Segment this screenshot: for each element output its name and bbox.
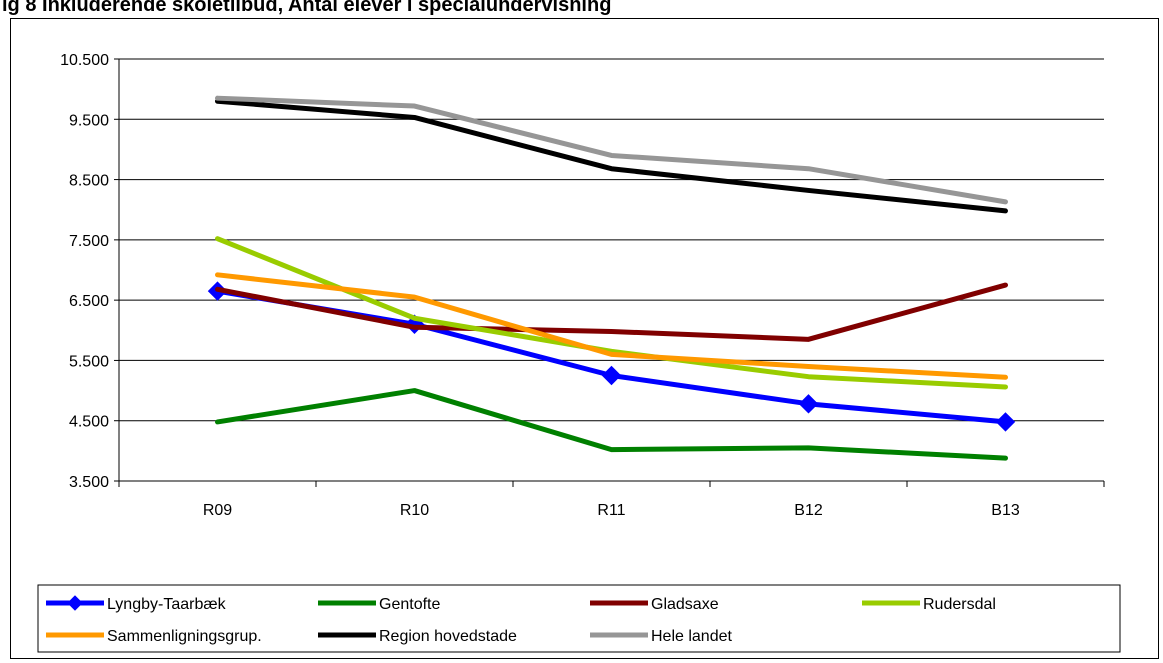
legend-item: Gladsaxe	[590, 596, 719, 613]
y-tick-label: 3.500	[69, 474, 109, 491]
legend-item: Rudersdal	[862, 596, 996, 613]
y-tick-label: 6.500	[69, 293, 109, 310]
line-chart: 3.500 4.500 5.500 6.500 7.500 8.500 9.500 10.50…	[37, 52, 1121, 653]
series-5	[215, 272, 1008, 380]
series-line	[215, 272, 1008, 380]
legend-label: Gladsaxe	[651, 596, 719, 613]
legend-label: Rudersdal	[923, 596, 996, 613]
axes: 3.500 4.500 5.500 6.500 7.500 8.500 9.500 10.50…	[60, 52, 1105, 519]
x-tick-label: R11	[597, 502, 625, 519]
data-point-marker	[798, 394, 819, 414]
legend: Lyngby-Taarbæk Gentofte Gladsaxe Rudersdal S…	[37, 584, 1121, 653]
x-tick-label: B13	[991, 502, 1020, 519]
data-point-marker	[995, 412, 1016, 432]
legend-label: Sammenligningsgrup.	[107, 628, 262, 645]
chart-title-bar: ig 8 Inkluderende skoletilbud, Antal ele…	[0, 0, 1163, 16]
series-3	[215, 282, 1008, 342]
legend-box	[37, 584, 1121, 653]
y-tick-label: 4.500	[69, 414, 109, 431]
series-6	[215, 98, 1008, 214]
y-tick-label: 8.500	[69, 173, 109, 190]
series-line	[215, 388, 1008, 461]
legend-label: Gentofte	[379, 596, 440, 613]
x-tick-label: B12	[794, 502, 823, 519]
series-line	[215, 282, 1008, 342]
series-2	[215, 388, 1008, 461]
legend-item: Sammenligningsgrup.	[46, 628, 262, 645]
legend-label: Region hovedstade	[379, 628, 517, 645]
series-lines	[207, 95, 1016, 461]
chart-title: ig 8 Inkluderende skoletilbud, Antal ele…	[2, 0, 612, 16]
series-line	[215, 98, 1008, 214]
x-tick-label: R10	[400, 502, 429, 519]
data-point-marker	[601, 365, 622, 386]
legend-item: Gentofte	[318, 596, 440, 613]
y-tick-label: 10.500	[60, 52, 109, 69]
legend-marker	[67, 595, 83, 611]
legend-label: Hele landet	[651, 628, 733, 645]
y-tick-label: 5.500	[69, 353, 109, 370]
series-line	[215, 95, 1008, 205]
chart-frame: 3.500 4.500 5.500 6.500 7.500 8.500 9.500 10.50…	[10, 18, 1159, 659]
legend-item: Region hovedstade	[318, 628, 517, 645]
y-tick-label: 9.500	[69, 112, 109, 129]
legend-item: Hele landet	[590, 628, 733, 645]
series-7	[215, 95, 1008, 205]
y-tick-label: 7.500	[69, 233, 109, 250]
legend-label: Lyngby-Taarbæk	[107, 596, 227, 613]
legend-item: Lyngby-Taarbæk	[46, 595, 227, 613]
x-tick-label: R09	[203, 502, 232, 519]
